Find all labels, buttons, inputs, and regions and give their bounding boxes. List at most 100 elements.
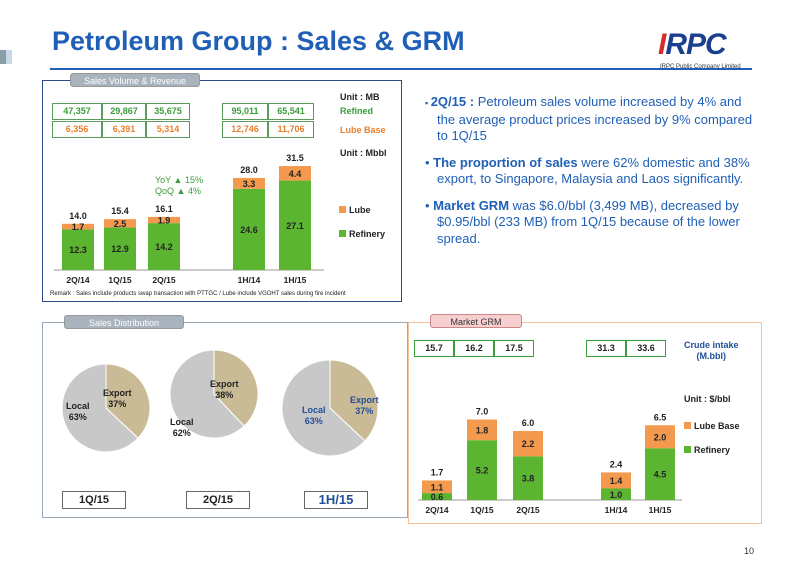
total-value-label: 28.0 [240,165,258,175]
unit-mbbl-label: Unit : Mbbl [340,148,387,158]
refinery-value-label: 0.6 [431,492,444,502]
x-tick-label: 1H/14 [238,275,261,285]
lube-bar [148,216,180,224]
sales-volume-tab: Sales Volume & Revenue [70,73,200,87]
legend-refinery-swatch [339,230,346,237]
total-value-label: 7.0 [476,407,489,417]
lube-cell: 6,356 [52,121,102,138]
pie-3-period: 1H/15 [304,491,368,509]
refinery-bar [467,440,497,500]
legend-refinery-label: Refinery [694,445,730,455]
page-title: Petroleum Group : Sales & GRM [52,26,465,56]
x-tick-label: 1H/15 [649,505,672,515]
refined-cell: 47,357 [52,103,102,120]
header-accent-bar-light [6,50,12,64]
lube-revenue-row-half: 12,746 11,706 [222,121,314,138]
refinery-bar [279,180,311,270]
crude-cell: 33.6 [626,340,666,357]
pie-2-export-label: Export 38% [210,379,239,400]
lube-bar [279,166,311,181]
lube-value-label: 1.9 [158,216,171,226]
title-rule [50,68,752,70]
pie-2-local-label: Local 62% [170,417,194,438]
lube-base-label: Lube Base [340,125,386,135]
refined-revenue-row-half: 95,011 65,541 [222,103,314,120]
lube-cell: 12,746 [222,121,268,138]
refinery-bar [513,456,543,500]
refinery-bar [104,227,136,270]
refinery-value-label: 3.8 [522,474,535,484]
refined-cell: 95,011 [222,103,268,120]
refined-cell: 29,867 [102,103,146,120]
qoq-label: QoQ ▲ 4% [155,186,201,196]
pie-1-export-label: Export 37% [103,388,132,409]
refinery-bar [148,223,180,270]
x-tick-label: 1Q/15 [108,275,131,285]
crude-cell: 17.5 [494,340,534,357]
total-value-label: 2.4 [610,459,623,469]
lube-value-label: 1.1 [431,482,444,492]
crude-intake-row-q: 15.7 16.2 17.5 [414,340,534,357]
sales-volume-chart: 12.3 1.714.0 2Q/14 12.9 2.5 15.4 1Q/15 14.2 1.9 1… [54,153,385,285]
legend-refinery-label: Refinery [349,229,385,239]
lube-value-label: 3.3 [243,179,256,189]
refinery-bar [62,229,94,270]
lube-value-label: 1.8 [476,425,489,435]
export-slice [213,349,259,427]
x-tick-label: 1H/14 [605,505,628,515]
x-tick-label: 2Q/15 [516,505,539,515]
x-tick-label: 1H/15 [284,275,307,285]
logo-letter-i: I [658,28,666,61]
legend-lube-label: Lube [349,205,371,215]
pie-1-local-label: Local 63% [66,401,90,422]
market-grm-chart: 0.61.1 1.7 2Q/14 5.2 1.8 7.0 1Q/15 3.8 2.2 6.0 2Q/… [418,407,740,515]
pie-2-period: 2Q/15 [186,491,250,509]
refinery-value-label: 4.5 [654,470,667,480]
unit-mb-label: Unit : MB [340,92,380,102]
legend-refinery-swatch [684,446,691,453]
lube-revenue-row: 6,356 6,391 5,314 [52,121,190,138]
header-accent-bar [0,50,6,64]
total-value-label: 31.5 [286,153,304,163]
lube-bar [513,431,543,457]
total-value-label: 16.1 [155,204,173,214]
lube-bar [645,425,675,449]
total-value-label: 6.5 [654,412,667,422]
lube-value-label: 2.5 [114,219,127,229]
x-tick-label: 2Q/14 [66,275,89,285]
lube-bar [601,472,631,489]
pie-3-local-label: Local 63% [302,405,326,426]
commentary-bullets: ▪ 2Q/15 : Petroleum sales volume increas… [423,94,761,257]
total-value-label: 6.0 [522,418,535,428]
crude-intake-row-h: 31.3 33.6 [586,340,666,357]
pie-1-period: 1Q/15 [62,491,126,509]
x-tick-label: 2Q/15 [152,275,175,285]
refinery-bar [422,493,452,500]
local-slice [169,349,245,439]
refinery-value-label: 14.2 [155,242,173,252]
refinery-value-label: 1.0 [610,490,623,500]
lube-bar [62,223,94,230]
refined-cell: 35,675 [146,103,190,120]
lube-bar [422,480,452,494]
crude-cell: 16.2 [454,340,494,357]
logo-letters: RPC [665,28,726,61]
lube-cell: 5,314 [146,121,190,138]
refinery-value-label: 27.1 [286,221,304,231]
refinery-bar [645,448,675,500]
sales-distribution-pies [61,349,379,457]
bullet-market-grm: • Market GRM was $6.0/bbl (3,499 MB), de… [425,197,740,246]
refinery-value-label: 24.6 [240,225,258,235]
lube-value-label: 2.0 [654,432,667,442]
local-slice [61,363,139,453]
grm-unit-label: Unit : $/bbl [684,394,731,404]
legend-lube-swatch [339,206,346,213]
lube-value-label: 4.4 [289,169,302,179]
lube-bar [104,219,136,228]
sales-distribution-panel [42,322,408,518]
irpc-logo: IRPC IRPC Public Company Limited [648,28,758,76]
total-value-label: 1.7 [431,467,444,477]
bullet-sales-volume: ▪ 2Q/15 : Petroleum sales volume increas… [425,94,753,143]
lube-cell: 6,391 [102,121,146,138]
refined-cell: 65,541 [268,103,314,120]
